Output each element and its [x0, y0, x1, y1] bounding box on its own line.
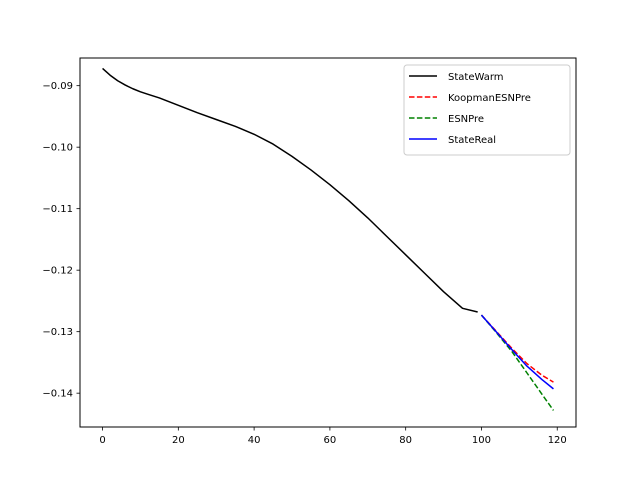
- legend-box: [403, 64, 571, 156]
- x-axis: 0 20 40 60 80 100 120: [99, 427, 567, 446]
- legend-label-statereal: StateReal: [448, 135, 496, 146]
- axes-frame: [79, 57, 577, 428]
- series-line-statereal: [480, 314, 554, 390]
- x-tick-label: 60: [324, 435, 337, 446]
- legend: StateWarm KoopmanESNPre ESNPre StateReal: [403, 64, 571, 156]
- series-lines: [102, 67, 555, 411]
- y-tick-label: −0.13: [42, 327, 73, 338]
- x-tick-label: 120: [548, 435, 567, 446]
- y-tick-label: −0.14: [42, 389, 73, 400]
- y-tick-label: −0.09: [42, 81, 73, 92]
- y-axis: −0.14 −0.13 −0.12 −0.11 −0.10 −0.09: [42, 81, 80, 400]
- legend-label-esnpre: ESNPre: [448, 114, 484, 125]
- legend-label-statewarm: StateWarm: [448, 72, 504, 83]
- legend-label-koopmanesnpre: KoopmanESNPre: [448, 93, 531, 104]
- x-tick-label: 80: [399, 435, 412, 446]
- y-tick-label: −0.10: [42, 143, 73, 154]
- y-tick-label: −0.11: [42, 204, 73, 215]
- x-tick-label: 20: [172, 435, 185, 446]
- y-tick-label: −0.12: [42, 266, 73, 277]
- x-tick-label: 100: [472, 435, 491, 446]
- x-tick-label: 0: [99, 435, 105, 446]
- x-tick-label: 40: [248, 435, 261, 446]
- series-line-statewarm: [102, 67, 478, 313]
